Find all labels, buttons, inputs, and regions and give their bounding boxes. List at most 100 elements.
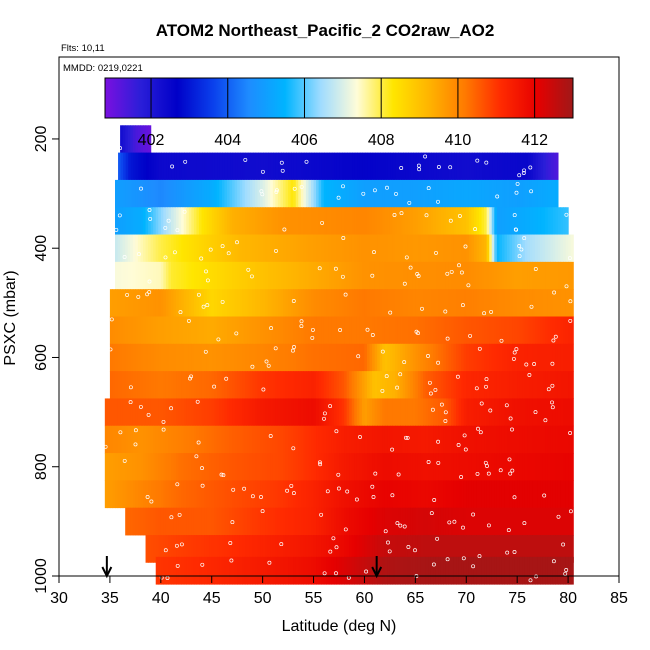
- heatmap-cell: [527, 425, 531, 454]
- heatmap-cell: [346, 425, 350, 454]
- heatmap-cell: [209, 398, 213, 427]
- sample-point: [542, 493, 547, 498]
- heatmap-cell: [361, 535, 366, 563]
- heatmap-cell: [305, 179, 310, 208]
- heatmap-cell: [173, 398, 177, 427]
- heatmap-cell: [532, 152, 537, 181]
- heatmap-cell: [127, 289, 131, 317]
- heatmap-cell: [201, 556, 205, 585]
- heatmap-cell: [351, 453, 355, 481]
- heatmap-cell: [249, 425, 254, 454]
- heatmap-cell: [214, 535, 218, 563]
- heatmap-cell: [280, 261, 284, 290]
- heatmap-cell: [115, 261, 119, 290]
- heatmap-cell: [277, 480, 282, 509]
- heatmap-cell: [550, 507, 554, 536]
- heatmap-cell: [336, 371, 340, 399]
- chart-title: ATOM2 Northeast_Pacific_2 CO2raw_AO2: [156, 21, 495, 40]
- heatmap-cell: [133, 152, 137, 181]
- sample-point: [423, 154, 428, 159]
- heatmap-cell: [514, 179, 518, 208]
- heatmap-cell: [555, 152, 559, 181]
- heatmap-cell: [555, 556, 559, 585]
- heatmap-cell: [178, 234, 182, 263]
- heatmap-cell: [199, 207, 203, 235]
- heatmap-cell: [372, 480, 376, 509]
- heatmap-cell: [557, 453, 562, 481]
- heatmap-cell: [349, 207, 353, 235]
- heatmap-cell: [489, 179, 493, 208]
- sample-point: [552, 290, 557, 295]
- heatmap-cell: [542, 556, 546, 585]
- heatmap-cell: [313, 425, 317, 454]
- heatmap-cell: [216, 453, 220, 481]
- heatmap-cell: [316, 289, 320, 317]
- heatmap-cell: [402, 398, 406, 427]
- heatmap-cell: [557, 507, 562, 536]
- heatmap-cell: [204, 425, 208, 454]
- heatmap-cell: [389, 289, 394, 317]
- heatmap-cell: [529, 425, 534, 454]
- heatmap-cell: [448, 556, 452, 585]
- heatmap-cell: [440, 556, 444, 585]
- heatmap-cell: [181, 289, 185, 317]
- heatmap-cell: [555, 507, 559, 536]
- sample-point: [439, 402, 444, 407]
- heatmap-cell: [359, 261, 363, 290]
- heatmap-cell: [158, 207, 162, 235]
- heatmap-cell: [344, 453, 348, 481]
- heatmap-cell: [140, 179, 144, 208]
- heatmap-cell: [466, 480, 470, 509]
- sample-point: [398, 523, 403, 528]
- heatmap-cell: [535, 343, 539, 372]
- sample-point: [250, 364, 255, 369]
- heatmap-cell: [570, 453, 574, 481]
- heatmap-cell: [435, 535, 439, 563]
- heatmap-cell: [219, 207, 223, 235]
- heatmap-cell: [504, 453, 508, 481]
- sample-point: [386, 540, 390, 545]
- heatmap-cell: [168, 289, 172, 317]
- heatmap-cell: [499, 425, 503, 454]
- heatmap-cell: [308, 261, 312, 290]
- heatmap-cell: [545, 398, 549, 427]
- heatmap-cell: [333, 480, 338, 509]
- heatmap-cell: [463, 425, 467, 454]
- heatmap-cell: [458, 179, 462, 208]
- heatmap-cell: [201, 207, 205, 235]
- heatmap-cell: [283, 535, 287, 563]
- heatmap-cell: [445, 316, 450, 345]
- heatmap-cell: [361, 289, 366, 317]
- heatmap-cell: [372, 453, 376, 481]
- heatmap-cell: [298, 507, 302, 536]
- heatmap-cell: [369, 425, 373, 454]
- heatmap-cell: [265, 398, 269, 427]
- heatmap-cell: [181, 371, 185, 399]
- heatmap-cell: [280, 371, 284, 399]
- sample-point: [433, 387, 438, 392]
- heatmap-cell: [346, 234, 350, 263]
- heatmap-cell: [165, 371, 170, 399]
- heatmap-cell: [346, 371, 350, 399]
- heatmap-cell: [440, 425, 444, 454]
- heatmap-cell: [107, 453, 111, 481]
- heatmap-cell: [341, 480, 345, 509]
- x-tick-label: 70: [457, 590, 475, 607]
- heatmap-cell: [479, 371, 483, 399]
- heatmap-cell: [367, 261, 371, 290]
- heatmap-cell: [250, 152, 254, 181]
- heatmap-cell: [280, 398, 284, 427]
- heatmap-cell: [290, 507, 294, 536]
- heatmap-cell: [423, 535, 427, 563]
- heatmap-cell: [224, 152, 229, 181]
- heatmap-cell: [443, 480, 447, 509]
- heatmap-cell: [326, 398, 330, 427]
- heatmap-cell: [209, 343, 213, 372]
- heatmap-cell: [160, 425, 164, 454]
- heatmap-cell: [535, 425, 539, 454]
- heatmap-cell: [519, 234, 523, 263]
- heatmap-cell: [313, 480, 317, 509]
- heatmap-cell: [405, 343, 409, 372]
- heatmap-cell: [331, 152, 336, 181]
